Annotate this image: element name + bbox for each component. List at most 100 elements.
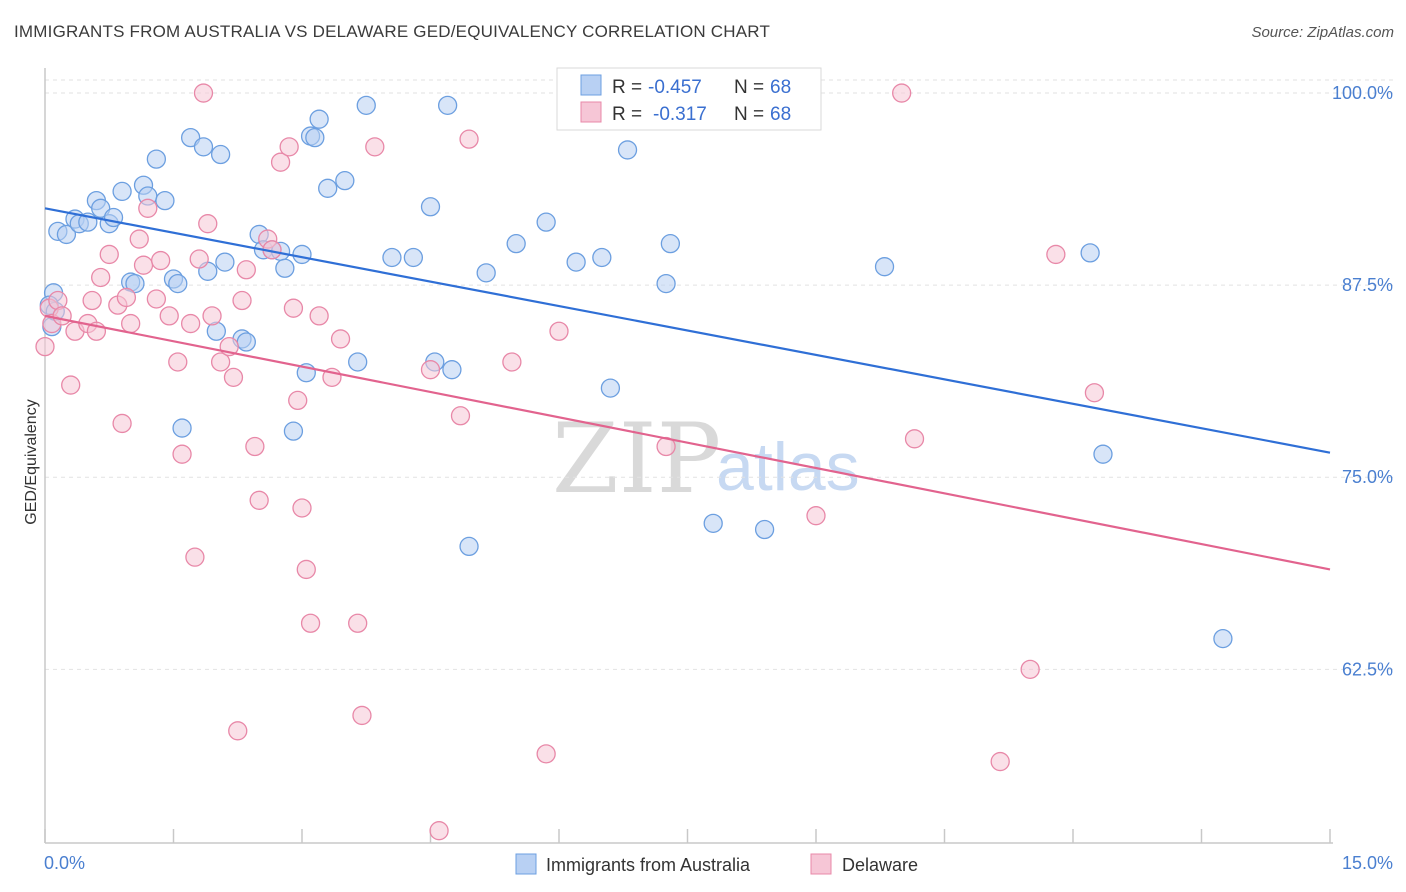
data-point-delaware[interactable] <box>549 321 569 341</box>
data-point-delaware[interactable] <box>138 198 158 218</box>
source-label[interactable]: Source: ZipAtlas.com <box>1251 24 1394 41</box>
data-point-australia[interactable] <box>566 252 586 272</box>
data-point-australia[interactable] <box>103 207 124 228</box>
data-point-australia[interactable] <box>382 247 402 268</box>
data-point-australia[interactable] <box>1080 243 1100 263</box>
data-point-delaware[interactable] <box>91 267 111 288</box>
data-point-delaware[interactable] <box>348 613 368 633</box>
data-point-delaware[interactable] <box>228 721 248 741</box>
data-point-australia[interactable] <box>155 190 175 211</box>
data-point-delaware[interactable] <box>352 705 372 726</box>
data-point-australia[interactable] <box>215 252 235 272</box>
data-point-delaware[interactable] <box>189 249 209 269</box>
data-point-delaware[interactable] <box>129 229 149 249</box>
data-point-delaware[interactable] <box>168 352 188 372</box>
data-point-australia[interactable] <box>656 273 676 294</box>
series-legend-item-delaware[interactable]: Delaware <box>810 853 918 875</box>
data-point-australia[interactable] <box>874 257 895 277</box>
data-point-delaware[interactable] <box>193 83 214 103</box>
data-point-australia[interactable] <box>1093 444 1113 464</box>
data-point-australia[interactable] <box>236 332 256 352</box>
data-point-delaware[interactable] <box>270 152 291 172</box>
data-point-australia[interactable] <box>125 273 145 294</box>
data-point-delaware[interactable] <box>904 429 925 449</box>
data-point-delaware[interactable] <box>150 250 171 271</box>
data-point-delaware[interactable] <box>52 306 72 326</box>
data-point-delaware[interactable] <box>892 83 912 103</box>
data-point-australia[interactable] <box>754 519 775 540</box>
data-point-delaware[interactable] <box>249 490 269 510</box>
data-point-delaware[interactable] <box>309 306 329 326</box>
data-point-delaware[interactable] <box>806 506 826 526</box>
data-point-australia[interactable] <box>292 244 312 265</box>
data-point-delaware[interactable] <box>283 298 304 318</box>
data-point-delaware[interactable] <box>245 436 265 457</box>
data-point-delaware[interactable] <box>459 129 479 149</box>
data-point-australia[interactable] <box>703 513 723 533</box>
data-point-delaware[interactable] <box>450 406 471 426</box>
data-point-australia[interactable] <box>210 144 231 165</box>
data-point-australia[interactable] <box>536 212 556 232</box>
data-point-delaware[interactable] <box>292 498 312 518</box>
data-point-australia[interactable] <box>1213 628 1233 649</box>
data-point-australia[interactable] <box>617 140 638 160</box>
series-legend-item-australia[interactable]: Immigrants from Australia <box>515 853 751 875</box>
data-point-delaware[interactable] <box>1046 244 1066 265</box>
data-point-delaware[interactable] <box>99 244 119 265</box>
data-point-delaware[interactable] <box>330 329 351 349</box>
data-point-delaware[interactable] <box>82 290 102 311</box>
data-point-delaware[interactable] <box>420 360 441 380</box>
data-point-australia[interactable] <box>56 224 77 245</box>
data-point-delaware[interactable] <box>365 137 385 157</box>
data-point-delaware[interactable] <box>232 290 252 311</box>
data-point-australia[interactable] <box>442 360 462 380</box>
data-point-australia[interactable] <box>403 247 424 268</box>
data-point-australia[interactable] <box>592 247 612 268</box>
data-point-australia[interactable] <box>275 258 295 278</box>
data-point-delaware[interactable] <box>990 751 1010 772</box>
data-point-delaware[interactable] <box>35 336 55 357</box>
data-point-delaware[interactable] <box>121 313 141 334</box>
data-point-delaware[interactable] <box>296 559 316 580</box>
data-point-delaware[interactable] <box>1020 659 1040 679</box>
data-point-delaware[interactable] <box>223 367 244 388</box>
data-point-delaware[interactable] <box>536 744 556 764</box>
data-point-delaware[interactable] <box>112 413 132 434</box>
data-point-australia[interactable] <box>476 263 496 283</box>
data-point-australia[interactable] <box>335 170 355 191</box>
data-point-australia[interactable] <box>146 149 167 169</box>
data-point-delaware[interactable] <box>172 444 192 464</box>
data-point-australia[interactable] <box>459 536 479 557</box>
data-point-australia[interactable] <box>305 127 325 148</box>
data-point-australia[interactable] <box>168 273 188 294</box>
data-point-australia[interactable] <box>356 95 376 115</box>
data-point-delaware[interactable] <box>146 289 167 309</box>
data-point-delaware[interactable] <box>300 613 321 633</box>
data-point-australia[interactable] <box>193 137 214 157</box>
data-point-delaware[interactable] <box>185 547 205 567</box>
data-point-australia[interactable] <box>420 197 441 217</box>
data-point-delaware[interactable] <box>429 821 449 841</box>
data-point-delaware[interactable] <box>288 390 308 411</box>
data-point-delaware[interactable] <box>180 313 201 334</box>
data-point-australia[interactable] <box>172 418 192 438</box>
data-point-delaware[interactable] <box>159 306 179 326</box>
data-point-australia[interactable] <box>309 109 329 129</box>
data-point-australia[interactable] <box>437 95 458 115</box>
data-point-australia[interactable] <box>318 178 338 198</box>
data-point-delaware[interactable] <box>61 375 81 395</box>
data-point-delaware[interactable] <box>1084 383 1105 403</box>
data-point-australia[interactable] <box>348 352 368 372</box>
data-point-delaware[interactable] <box>116 287 137 308</box>
data-point-australia[interactable] <box>506 234 526 254</box>
data-point-delaware[interactable] <box>502 352 522 372</box>
data-point-delaware[interactable] <box>236 260 256 280</box>
data-point-australia[interactable] <box>600 378 621 398</box>
data-point-delaware[interactable] <box>202 306 222 326</box>
data-point-delaware[interactable] <box>279 137 299 157</box>
data-point-delaware[interactable] <box>210 352 231 372</box>
data-point-delaware[interactable] <box>198 214 218 234</box>
data-point-australia[interactable] <box>660 234 681 254</box>
data-point-australia[interactable] <box>112 181 132 202</box>
data-point-australia[interactable] <box>283 421 304 441</box>
